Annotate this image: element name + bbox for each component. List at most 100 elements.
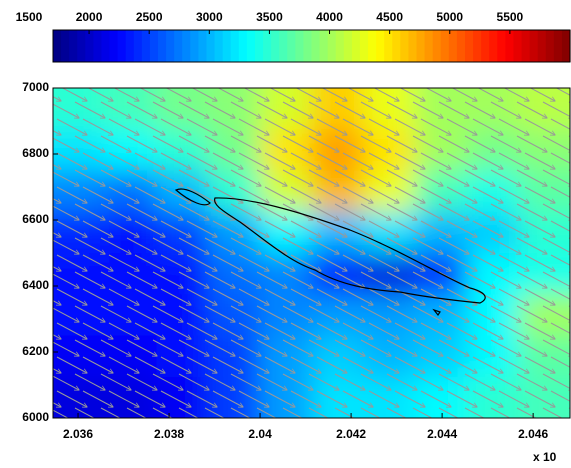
vector-arrow — [516, 271, 547, 288]
vector-arrow — [342, 322, 373, 339]
axes: 2.036 2.038 2.04 2.042 2.044 2.046 6000 6200 640… — [22, 80, 548, 441]
colorbar-tick-label: 5000 — [436, 10, 463, 24]
vector-arrow — [23, 306, 53, 322]
colorbar-step — [141, 30, 151, 62]
vector-arrow — [108, 322, 139, 339]
vector-arrow — [56, 322, 87, 339]
vector-arrow — [23, 102, 53, 118]
vector-arrow — [524, 152, 555, 169]
vector-arrow — [472, 220, 503, 237]
vector-arrow — [23, 170, 53, 186]
vector-arrow — [516, 101, 547, 118]
vector-arrow — [53, 137, 79, 152]
colorbar-step — [481, 30, 490, 62]
vector-arrow — [179, 68, 209, 84]
colorbar: 1500 2000 2500 3000 3500 4000 4500 5000 5500 — [16, 10, 571, 63]
vector-arrow — [420, 254, 451, 271]
vector-arrow — [178, 373, 209, 390]
vector-arrow — [238, 356, 269, 373]
vector-arrow — [23, 238, 53, 254]
vector-arrow — [368, 356, 399, 373]
vector-arrow — [308, 305, 339, 322]
vector-arrow — [100, 407, 121, 418]
colorbar-frame — [52, 29, 571, 63]
vector-arrow — [334, 237, 365, 254]
vector-arrow — [555, 88, 570, 96]
vector-arrow — [308, 339, 339, 356]
vector-arrow — [230, 169, 261, 186]
vector-arrow — [438, 373, 469, 390]
vector-arrow — [74, 203, 105, 220]
colorbar-step — [368, 30, 377, 62]
vector-arrow — [178, 305, 209, 322]
vector-arrow — [204, 101, 235, 118]
vector-arrow — [542, 135, 570, 152]
heat-cell — [104, 376, 157, 418]
vector-arrow — [373, 88, 399, 101]
vector-arrow — [238, 220, 269, 237]
plot-area — [23, 68, 570, 441]
vector-arrow — [412, 271, 443, 288]
colorbar-step — [448, 30, 458, 62]
colorbar-step — [432, 30, 442, 62]
vector-arrow — [360, 203, 391, 220]
vector-arrow — [464, 407, 485, 418]
vector-arrow — [316, 390, 347, 407]
y-tick-label: 6400 — [22, 278, 49, 292]
vector-arrow — [369, 425, 399, 441]
vector-arrow — [82, 186, 113, 203]
vector-arrow — [126, 339, 157, 356]
colorbar-step — [343, 30, 353, 62]
vector-arrow — [420, 152, 451, 169]
vector-arrow — [490, 169, 521, 186]
heat-cell — [466, 129, 519, 171]
vector-arrow — [238, 254, 269, 271]
vector-arrow — [413, 68, 443, 84]
vector-arrow — [446, 152, 477, 169]
vector-arrow — [134, 390, 165, 407]
vector-arrow — [100, 373, 131, 390]
vector-arrow — [420, 288, 451, 305]
vector-arrow — [108, 220, 139, 237]
vector-arrow — [542, 407, 563, 418]
colorbar-step — [77, 30, 86, 62]
vector-arrow — [231, 68, 261, 84]
vector-arrow — [74, 305, 105, 322]
vector-arrow — [368, 220, 399, 237]
vector-arrow — [464, 305, 495, 322]
vector-arrow — [542, 237, 570, 254]
vector-arrow — [334, 271, 365, 288]
vector-arrow — [230, 203, 261, 220]
heat-cell — [311, 170, 364, 213]
heat-cell — [104, 88, 157, 130]
vector-arrow — [516, 339, 547, 356]
vector-arrow — [308, 101, 339, 118]
vector-arrow — [342, 118, 373, 135]
vector-arrow — [126, 271, 157, 288]
vector-arrow — [464, 339, 495, 356]
vector-arrow — [360, 407, 381, 418]
vector-arrow — [178, 407, 199, 418]
heat-cell — [311, 88, 364, 130]
vector-arrow — [108, 152, 139, 169]
vector-arrow — [187, 425, 217, 441]
vector-arrow — [498, 288, 529, 305]
colorbar-step — [416, 30, 426, 62]
vector-arrow — [56, 152, 87, 169]
vector-arrow — [420, 186, 451, 203]
y-tick-label: 7000 — [22, 80, 49, 94]
vector-field — [23, 68, 570, 441]
vector-arrow — [134, 118, 165, 135]
vector-arrow — [517, 68, 547, 84]
vector-arrow — [464, 203, 495, 220]
vector-arrow — [256, 101, 287, 118]
vector-arrow — [186, 220, 217, 237]
vector-arrow — [290, 254, 321, 271]
vector-arrow — [282, 135, 313, 152]
colorbar-step — [230, 30, 240, 62]
colorbar-step — [384, 30, 393, 62]
colorbar-step — [125, 30, 135, 62]
heat-cell — [518, 170, 570, 213]
vector-arrow — [108, 390, 139, 407]
colorbar-step — [303, 30, 313, 62]
